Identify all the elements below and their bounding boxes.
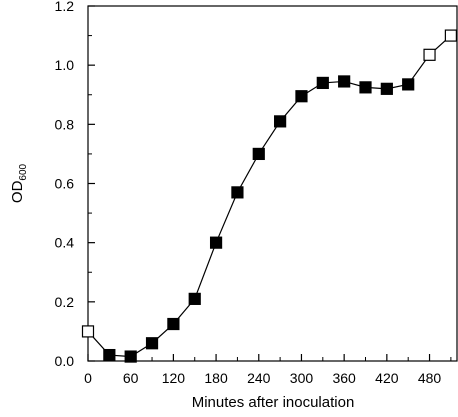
x-tick-label: 480 (418, 370, 442, 386)
data-point-filled (145, 337, 159, 350)
x-tick-label: 60 (123, 370, 139, 386)
data-point-open (81, 325, 95, 338)
x-tick-label: 0 (84, 370, 92, 386)
data-point-filled (103, 348, 116, 362)
data-point-filled (188, 292, 201, 305)
data-point-filled (252, 147, 265, 161)
x-tick-label: 240 (247, 370, 271, 386)
y-tick-label: 0.2 (55, 294, 75, 310)
x-axis-label: Minutes after inoculation (192, 394, 355, 411)
data-point-filled (231, 186, 244, 199)
y-tick-label: 1.0 (55, 57, 75, 73)
y-tick-label: 0.6 (55, 176, 75, 192)
y-axis-label-main: OD (9, 180, 26, 203)
axes: 0 60 120 180 240 300 360 420 480 0.0 0.2 0.4 0.6 0.8 1… (55, 0, 458, 386)
x-tick-label: 300 (290, 370, 314, 386)
data-point-open (423, 48, 436, 61)
data-point-filled (380, 82, 393, 95)
data-point-filled (402, 78, 415, 91)
data-point-filled (124, 350, 137, 363)
data-point-filled (359, 81, 372, 94)
y-tick-label: 1.2 (55, 0, 75, 14)
y-tick-label: 0.4 (55, 235, 75, 251)
data-point-open (444, 29, 457, 42)
x-tick-label: 120 (162, 370, 186, 386)
y-axis-label-subscript: 600 (18, 163, 29, 180)
series-line (87, 35, 452, 358)
y-tick-label: 0.8 (55, 116, 75, 132)
y-axis-label: OD600 (9, 163, 29, 203)
y-tick-label: 0.0 (55, 353, 75, 369)
data-point-filled (209, 236, 223, 249)
data-point-filled (274, 115, 287, 128)
data-point-filled (167, 317, 180, 331)
x-tick-label: 180 (204, 370, 228, 386)
x-tick-label: 360 (332, 370, 356, 386)
plot-area (81, 29, 457, 363)
data-point-filled (316, 76, 329, 90)
x-tick-label: 420 (375, 370, 399, 386)
plot-frame (87, 5, 458, 362)
data-point-filled (295, 90, 308, 103)
data-point-filled (338, 75, 351, 88)
